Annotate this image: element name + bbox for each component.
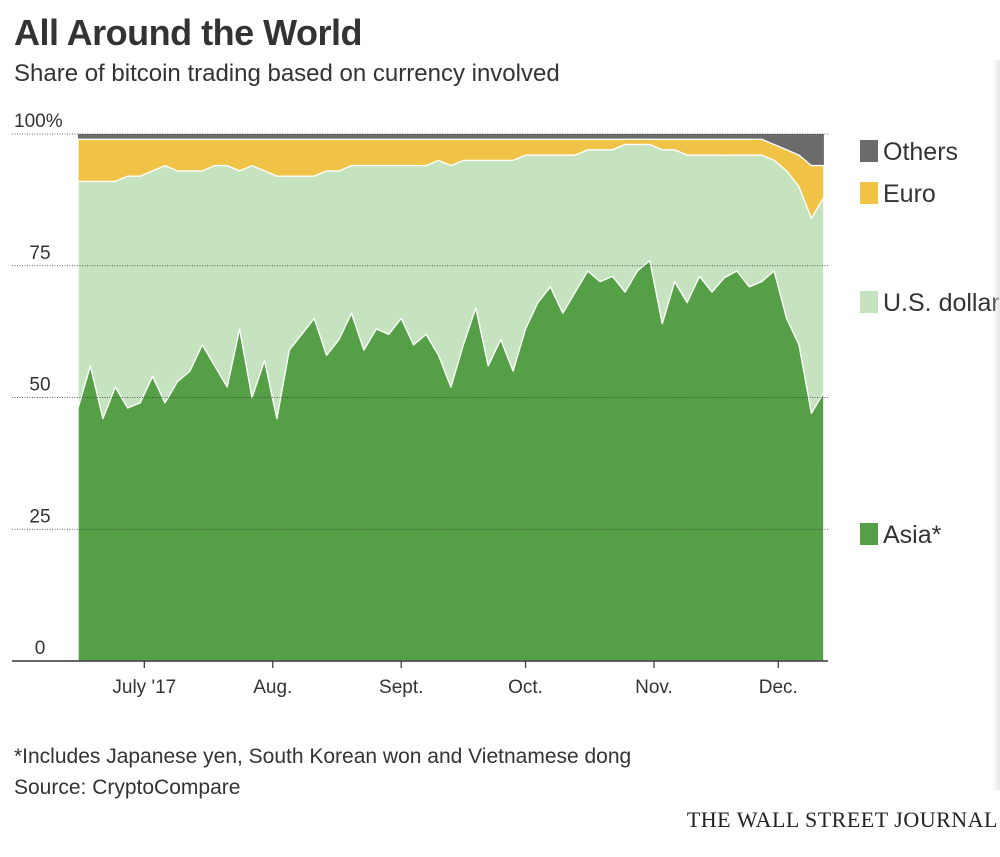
x-tick-label: July '17 (112, 677, 176, 698)
publisher-brand: THE WALL STREET JOURNAL (686, 807, 998, 832)
legend: Asia* U.S. dollar Euro Others (860, 138, 1000, 549)
x-tick-label: Aug. (253, 677, 292, 698)
x-tick-label: Sept. (379, 677, 423, 698)
legend-label-asia: Asia* (883, 521, 942, 549)
x-tick-label: Oct. (508, 677, 543, 698)
page-edge-shadow (992, 60, 1000, 790)
x-axis-ticks: July '17 Aug. Sept. Oct. Nov. Dec. (112, 661, 798, 698)
chart-subtitle: Share of bitcoin trading based on curren… (14, 60, 560, 87)
y-tick-label-50: 50 (29, 375, 50, 396)
y-axis-ticks: 0 25 50 75 100% (14, 111, 63, 659)
legend-swatch-usd (860, 291, 878, 313)
x-tick-label: Dec. (759, 677, 798, 698)
legend-swatch-euro (860, 182, 878, 204)
x-tick-label: Nov. (635, 677, 673, 698)
y-tick-label-25: 25 (29, 506, 50, 527)
source-note: Source: CryptoCompare (14, 776, 241, 799)
area-asia (77, 259, 825, 662)
y-tick-label-0: 0 (35, 638, 46, 659)
legend-swatch-asia (860, 523, 878, 545)
y-tick-label-100: 100% (14, 111, 63, 132)
chart-areas (77, 134, 825, 662)
gridlines (12, 133, 828, 662)
legend-label-usd: U.S. dollar (883, 289, 1000, 317)
y-tick-label-75: 75 (29, 243, 50, 264)
legend-label-others: Others (883, 138, 958, 166)
legend-label-euro: Euro (883, 180, 936, 208)
footnote: *Includes Japanese yen, South Korean won… (14, 745, 632, 768)
chart-title: All Around the World (14, 12, 362, 53)
stacked-area-chart: 0 25 50 75 100% July '17 Aug. Sept. Oct. Nov. Dec… (12, 111, 1000, 698)
legend-swatch-others (860, 140, 878, 162)
